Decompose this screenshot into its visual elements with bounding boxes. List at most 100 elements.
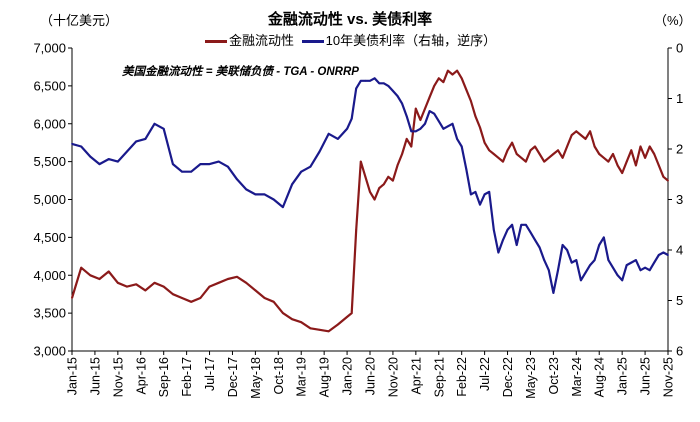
data-point-treasury: [126, 150, 128, 153]
data-point-treasury: [318, 150, 321, 153]
data-point-liquidity: [502, 160, 504, 163]
data-point-liquidity: [451, 73, 454, 76]
data-point-treasury: [506, 228, 509, 231]
data-point-liquidity: [529, 149, 532, 152]
data-point-liquidity: [648, 145, 651, 148]
data-point-treasury: [327, 132, 330, 135]
data-point-treasury: [89, 155, 92, 158]
data-point-treasury: [433, 112, 436, 115]
x-tick-label: Jun-15: [88, 357, 102, 395]
data-point-liquidity: [506, 149, 509, 152]
data-point-liquidity: [245, 281, 248, 284]
data-point-liquidity: [437, 77, 440, 80]
data-point-liquidity: [378, 187, 381, 190]
x-tick-label: Mar-24: [570, 357, 584, 397]
data-point-liquidity: [217, 281, 220, 284]
series-line-treasury: [71, 77, 669, 294]
data-point-treasury: [153, 122, 156, 125]
data-point-liquidity: [327, 330, 330, 333]
data-point-treasury: [369, 79, 371, 82]
right-tick-label: 2: [676, 142, 683, 157]
data-point-treasury: [662, 251, 665, 254]
data-point-treasury: [364, 79, 367, 82]
data-point-liquidity: [291, 318, 293, 321]
data-point-liquidity: [419, 119, 422, 121]
left-tick-label: 5,500: [33, 154, 66, 169]
data-point-treasury: [199, 163, 202, 166]
data-point-treasury: [584, 271, 587, 274]
data-point-liquidity: [346, 316, 348, 318]
data-point-liquidity: [355, 228, 358, 231]
data-point-treasury: [300, 170, 303, 173]
data-point-liquidity: [575, 130, 578, 133]
left-tick-label: 3,500: [33, 306, 66, 321]
data-point-liquidity: [492, 153, 495, 155]
data-point-liquidity: [557, 149, 559, 152]
data-point-liquidity: [474, 115, 477, 118]
data-point-treasury: [414, 130, 417, 133]
legend-item-liquidity: 金融流动性: [205, 30, 294, 49]
x-tick-label: Jan-25: [616, 357, 630, 395]
left-tick-label: 4,500: [33, 230, 66, 245]
data-point-liquidity: [525, 160, 527, 163]
data-point-liquidity: [89, 274, 92, 277]
data-point-treasury: [630, 261, 633, 264]
data-point-liquidity: [414, 107, 417, 110]
data-point-liquidity: [236, 275, 238, 278]
x-tick-label: Sep-21: [432, 357, 446, 397]
data-point-liquidity: [447, 69, 449, 72]
x-tick-label: Sep-16: [157, 357, 171, 397]
chart-legend: 金融流动性 10年美债利率（右轴，逆序）: [205, 30, 500, 49]
data-point-treasury: [135, 140, 138, 143]
data-point-treasury: [309, 165, 312, 168]
left-tick-label: 5,000: [33, 192, 66, 207]
data-point-liquidity: [547, 156, 550, 159]
data-point-treasury: [593, 259, 596, 261]
data-point-liquidity: [630, 149, 633, 152]
data-point-treasury: [552, 292, 555, 294]
data-point-treasury: [580, 279, 582, 282]
series-line-liquidity: [70, 69, 669, 333]
x-tick-label: Apr-16: [134, 357, 148, 395]
data-point-treasury: [543, 259, 546, 261]
data-point-treasury: [639, 269, 642, 272]
x-tick-label: Aug-24: [593, 357, 607, 397]
data-point-treasury: [378, 82, 381, 85]
data-point-treasury: [382, 82, 385, 85]
data-point-liquidity: [593, 145, 596, 148]
data-point-liquidity: [589, 130, 591, 133]
data-point-treasury: [602, 236, 605, 239]
left-tick-label: 3,000: [33, 344, 66, 359]
data-point-liquidity: [190, 300, 193, 303]
data-point-liquidity: [515, 153, 518, 155]
data-point-treasury: [245, 188, 248, 191]
data-point-liquidity: [433, 85, 436, 87]
data-point-liquidity: [538, 153, 541, 155]
x-tick-label: May-23: [524, 357, 538, 399]
data-point-liquidity: [272, 300, 275, 303]
data-point-liquidity: [598, 153, 601, 155]
data-point-liquidity: [392, 179, 394, 182]
data-point-liquidity: [552, 153, 555, 155]
data-point-liquidity: [635, 164, 637, 167]
left-axis-unit-label: （十亿美元）: [40, 13, 119, 28]
data-point-treasury: [337, 138, 339, 140]
data-point-treasury: [80, 145, 83, 148]
data-point-liquidity: [373, 198, 376, 201]
data-point-liquidity: [602, 156, 605, 159]
data-point-liquidity: [667, 179, 669, 182]
data-point-treasury: [653, 261, 656, 264]
x-tick-label: Feb-17: [180, 357, 194, 397]
data-point-liquidity: [300, 321, 303, 324]
data-point-treasury: [456, 138, 458, 140]
data-point-treasury: [71, 143, 73, 145]
data-point-liquidity: [424, 107, 426, 110]
data-point-liquidity: [644, 156, 646, 159]
data-point-treasury: [236, 178, 238, 181]
x-tick-label: Oct-18: [272, 357, 286, 395]
data-point-treasury: [272, 198, 275, 201]
data-point-treasury: [511, 223, 513, 226]
data-point-liquidity: [350, 312, 353, 314]
data-point-liquidity: [254, 289, 257, 292]
data-point-treasury: [492, 228, 495, 231]
